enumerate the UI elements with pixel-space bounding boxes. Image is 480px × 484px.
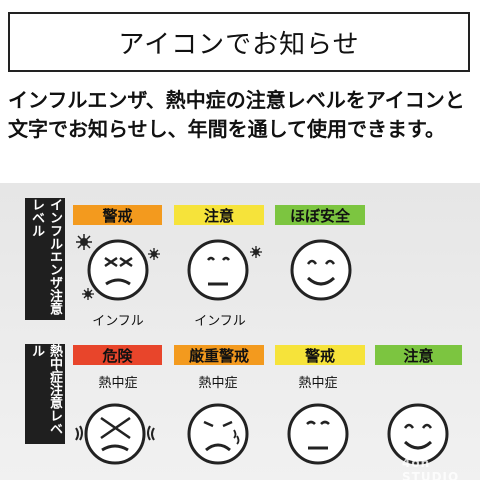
caption-influenza-warning: インフル xyxy=(92,314,144,329)
page-title: アイコンでお知らせ xyxy=(118,29,360,60)
caption-heat-severe: 熱中症 xyxy=(198,376,238,391)
caption-heat-warning: 熱中症 xyxy=(298,376,338,391)
tag-heat-severe: 厳重警戒 xyxy=(174,345,264,365)
face-influenza-safe-icon xyxy=(290,239,352,301)
face-influenza-warning-icon xyxy=(76,234,160,301)
side-label-heatstroke: 熱中症注意レベル xyxy=(25,344,65,444)
tag-influenza-caution: 注意 xyxy=(174,205,264,225)
tag-influenza-warning: 警戒 xyxy=(73,205,162,225)
face-heat-severe-icon xyxy=(187,403,249,465)
tag-heat-warning: 警戒 xyxy=(275,345,365,365)
face-heat-caution-icon xyxy=(387,403,449,465)
caption-influenza-caution: インフル xyxy=(194,314,246,329)
tag-heat-caution: 注意 xyxy=(375,345,462,365)
side-label-heatstroke-text: 熱中症注意レベル xyxy=(29,344,62,435)
tag-heat-danger: 危険 xyxy=(73,345,162,365)
side-label-influenza-text: インフルエンザ注意レベル xyxy=(29,198,62,315)
face-influenza-caution-icon xyxy=(187,239,262,301)
face-heat-danger-icon xyxy=(75,403,155,465)
tag-influenza-safe: ほぼ安全 xyxy=(275,205,365,225)
caption-heat-danger: 熱中症 xyxy=(98,376,138,391)
face-heat-warning-icon xyxy=(287,403,349,465)
title-box: アイコンでお知らせ xyxy=(8,12,470,72)
side-label-influenza: インフルエンザ注意レベル xyxy=(25,198,65,320)
description: インフルエンザ、熱中症の注意レベルをアイコンと文字でお知らせし、年間を通して使用… xyxy=(8,88,465,141)
